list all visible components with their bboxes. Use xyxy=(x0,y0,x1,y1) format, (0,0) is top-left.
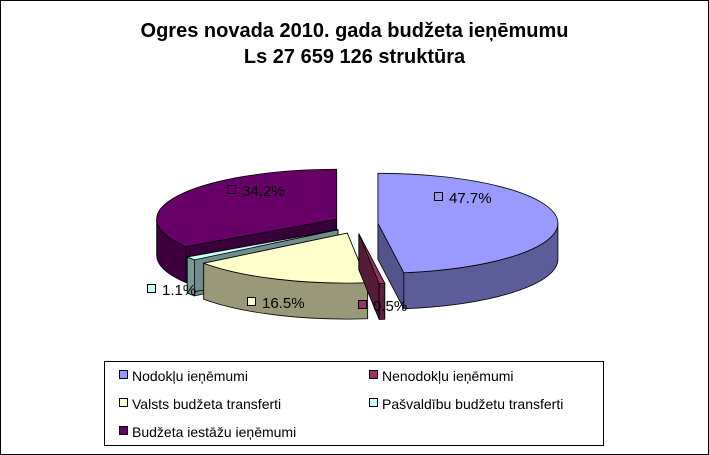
data-label-valsts: 16.5% xyxy=(247,295,305,313)
legend-key-nodoklu xyxy=(119,370,128,379)
data-label-nenodoklu: 0.5% xyxy=(358,298,407,316)
label-key-pasvaldibu xyxy=(147,284,156,293)
label-key-valsts xyxy=(247,297,256,306)
data-label-pasvaldibu: 1.1% xyxy=(147,282,196,300)
data-label-nodoklu: 47.7% xyxy=(434,190,492,208)
slice-top-iestazu xyxy=(156,168,338,248)
chart-title-line1: Ogres novada 2010. gada budžeta ieņēmumu xyxy=(140,20,569,42)
pie-slice-nodoklu xyxy=(377,172,559,310)
slice-top-pasvaldibu xyxy=(185,229,339,261)
label-key-iestazu xyxy=(227,185,236,194)
label-key-nenodoklu xyxy=(358,300,367,309)
slice-top-nenodoklu xyxy=(358,233,386,284)
legend-item-pasvaldibu: Pašvaldību budžetu transferti xyxy=(369,395,563,413)
legend-item-nenodoklu: Nenodokļu ieņēmumi xyxy=(369,367,514,385)
pie-slices xyxy=(156,168,559,320)
chart-title-line2: Ls 27 659 126 struktūra xyxy=(243,46,466,68)
chart-title: Ogres novada 2010. gada budžeta ieņēmumu… xyxy=(0,18,709,70)
data-label-iestazu: 34.2% xyxy=(227,183,285,201)
legend-key-valsts xyxy=(119,398,128,407)
legend-key-nenodoklu xyxy=(369,370,378,379)
legend-key-iestazu xyxy=(119,426,128,435)
legend-item-iestazu: Budžeta iestāžu ieņēmumi xyxy=(119,423,296,441)
pie-slice-nenodoklu xyxy=(358,233,386,320)
slice-top-nodoklu xyxy=(377,172,559,274)
label-key-nodoklu xyxy=(434,192,443,201)
slice-top-valsts xyxy=(202,232,369,284)
legend-key-pasvaldibu xyxy=(369,398,378,407)
legend-item-nodoklu: Nodokļu ieņēmumi xyxy=(119,367,248,385)
legend-item-valsts: Valsts budžeta transferti xyxy=(119,395,281,413)
pie-slice-valsts xyxy=(202,232,369,320)
legend: Nodokļu ieņēmumi Nenodokļu ieņēmumi Vals… xyxy=(104,361,604,446)
